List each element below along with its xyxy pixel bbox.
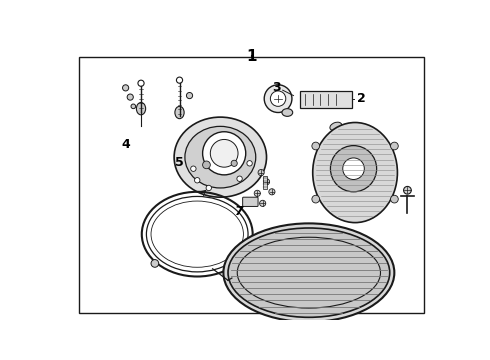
Ellipse shape — [313, 122, 397, 222]
Circle shape — [206, 185, 212, 191]
Circle shape — [404, 186, 411, 194]
Circle shape — [391, 195, 398, 203]
Circle shape — [176, 77, 183, 83]
Circle shape — [264, 179, 270, 185]
Circle shape — [127, 94, 133, 100]
Text: 4: 4 — [121, 138, 130, 151]
Bar — [300, 91, 352, 108]
Circle shape — [231, 160, 237, 166]
Circle shape — [195, 177, 200, 183]
Circle shape — [330, 145, 377, 192]
Circle shape — [122, 85, 129, 91]
Text: 2: 2 — [357, 92, 366, 105]
Ellipse shape — [228, 228, 390, 317]
Circle shape — [391, 142, 398, 150]
Circle shape — [312, 142, 319, 150]
Ellipse shape — [185, 126, 256, 188]
Ellipse shape — [175, 106, 184, 119]
Circle shape — [343, 158, 365, 180]
Circle shape — [151, 260, 159, 267]
Ellipse shape — [223, 223, 394, 322]
Circle shape — [312, 195, 319, 203]
Text: 1: 1 — [246, 49, 256, 64]
Circle shape — [254, 190, 260, 197]
Ellipse shape — [174, 117, 267, 197]
Text: 7: 7 — [234, 204, 243, 217]
Text: 3: 3 — [272, 81, 281, 94]
Circle shape — [337, 132, 343, 139]
Ellipse shape — [136, 103, 146, 115]
Circle shape — [260, 200, 266, 206]
Circle shape — [203, 132, 245, 175]
Circle shape — [186, 93, 193, 99]
Bar — [264, 176, 268, 189]
Circle shape — [131, 104, 136, 109]
Circle shape — [191, 166, 196, 171]
Circle shape — [237, 176, 242, 181]
Ellipse shape — [282, 109, 293, 116]
Circle shape — [138, 80, 144, 86]
Circle shape — [258, 170, 264, 176]
Ellipse shape — [330, 122, 342, 131]
Circle shape — [264, 85, 292, 112]
Text: 5: 5 — [175, 156, 184, 169]
Circle shape — [203, 161, 210, 169]
Circle shape — [269, 189, 275, 195]
Circle shape — [210, 139, 238, 167]
FancyBboxPatch shape — [243, 197, 258, 206]
Circle shape — [247, 161, 252, 166]
Circle shape — [270, 91, 286, 106]
